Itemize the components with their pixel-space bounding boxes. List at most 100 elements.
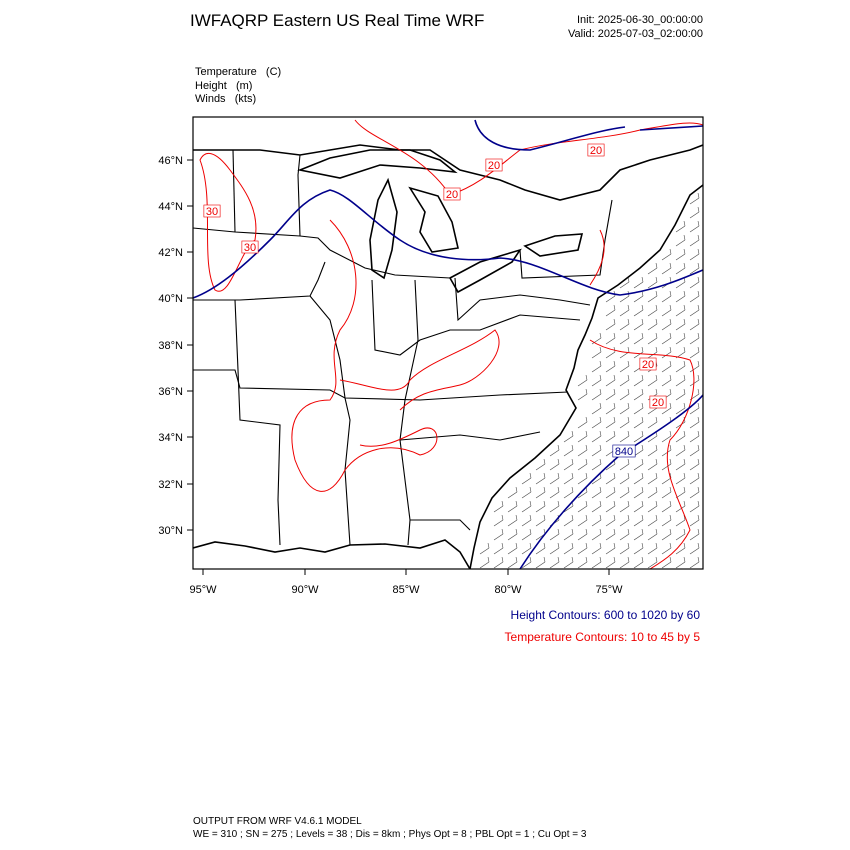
wind-barb xyxy=(605,393,616,401)
wind-barb xyxy=(661,463,672,471)
wind-barb xyxy=(633,351,644,359)
wind-barb xyxy=(661,519,672,527)
wind-barb xyxy=(563,491,574,499)
wind-barb xyxy=(669,402,672,409)
wind-barb xyxy=(633,561,644,569)
wind-barb xyxy=(633,393,644,401)
wind-barb xyxy=(661,505,672,513)
wind-barb xyxy=(633,491,644,499)
wind-barb xyxy=(605,491,616,499)
wind-barb xyxy=(599,556,602,563)
wind-barb xyxy=(633,547,644,555)
wind-barb xyxy=(697,248,700,255)
wind-barb xyxy=(683,304,686,311)
wind-barb xyxy=(563,533,574,541)
wind-barb xyxy=(543,542,546,549)
wind-barb xyxy=(683,332,686,339)
wind-barb xyxy=(689,407,700,415)
wind-barb xyxy=(641,402,644,409)
wind-barb xyxy=(549,561,560,569)
wind-barb xyxy=(675,239,686,247)
wind-barb xyxy=(683,290,686,297)
wind-barb xyxy=(613,472,616,479)
wind-barb xyxy=(647,449,658,457)
wind-barb xyxy=(563,435,574,443)
wind-barb xyxy=(683,220,686,227)
wind-barb xyxy=(697,528,700,535)
wind-barb xyxy=(613,556,616,563)
wind-barb xyxy=(571,472,574,479)
wind-barb xyxy=(627,304,630,311)
wind-barb xyxy=(689,379,700,387)
state-border xyxy=(399,431,541,441)
state-border xyxy=(519,199,613,279)
height-contour xyxy=(639,125,703,131)
wind-barb xyxy=(591,477,602,485)
wind-barb xyxy=(675,435,686,443)
wind-barb xyxy=(641,318,644,325)
state-border xyxy=(232,149,236,233)
wind-barb xyxy=(557,556,560,563)
wind-barb xyxy=(585,430,588,437)
wind-barb xyxy=(675,449,686,457)
contour-label: 20 xyxy=(652,397,664,409)
temperature-legend: Temperature Contours: 10 to 45 by 5 xyxy=(505,630,701,644)
wind-barb xyxy=(697,346,700,353)
wind-barb xyxy=(619,365,630,373)
field-label: Temperature (C) xyxy=(195,66,281,78)
wind-barb xyxy=(675,337,686,345)
wind-barb xyxy=(633,323,644,331)
wind-barb xyxy=(619,337,630,345)
state-border xyxy=(454,277,591,322)
wind-barb xyxy=(689,533,700,541)
wind-barb xyxy=(641,458,644,465)
wind-barb xyxy=(669,360,672,367)
wind-barb xyxy=(675,225,686,233)
wind-barb xyxy=(591,351,602,359)
wind-barb xyxy=(647,533,658,541)
wind-barb xyxy=(619,561,630,569)
temperature-contour xyxy=(199,152,257,292)
wind-barb xyxy=(557,528,560,535)
wind-barb xyxy=(661,491,672,499)
wind-barb xyxy=(683,388,686,395)
wind-barb xyxy=(613,514,616,521)
wind-barb xyxy=(543,556,546,563)
wind-barb xyxy=(487,542,490,549)
wind-barb xyxy=(669,458,672,465)
border xyxy=(193,144,703,201)
wind-barb xyxy=(689,491,700,499)
wind-barb xyxy=(599,416,602,423)
wind-barb xyxy=(529,500,532,507)
wind-barb xyxy=(599,528,602,535)
wind-barb xyxy=(675,365,686,373)
wind-barb xyxy=(675,309,686,317)
wind-barb xyxy=(669,500,672,507)
wind-barb xyxy=(655,458,658,465)
wind-barb xyxy=(633,463,644,471)
wind-barb xyxy=(661,309,672,317)
wind-barb xyxy=(535,477,546,485)
wind-barb xyxy=(655,332,658,339)
wind-barb xyxy=(619,323,630,331)
wind-barb xyxy=(675,379,686,387)
contour-labels: 20 20 20 30 30 20 20 840 xyxy=(203,143,667,458)
wind-barb xyxy=(599,360,602,367)
wind-barb xyxy=(647,379,658,387)
wind-barb xyxy=(627,472,630,479)
wind-barb xyxy=(683,556,686,563)
wind-barb xyxy=(577,379,588,387)
wind-barb xyxy=(689,435,700,443)
wind-barb xyxy=(647,267,658,275)
wind-barb xyxy=(633,519,644,527)
lake xyxy=(448,248,522,294)
wind-barb xyxy=(669,514,672,521)
wind-barb xyxy=(605,505,616,513)
wind-barb xyxy=(507,519,518,527)
wind-barb xyxy=(535,463,546,471)
wind-barb xyxy=(661,323,672,331)
wind-barb xyxy=(683,542,686,549)
wind-barb xyxy=(661,533,672,541)
map-frame xyxy=(192,116,704,570)
wind-barb xyxy=(697,486,700,493)
